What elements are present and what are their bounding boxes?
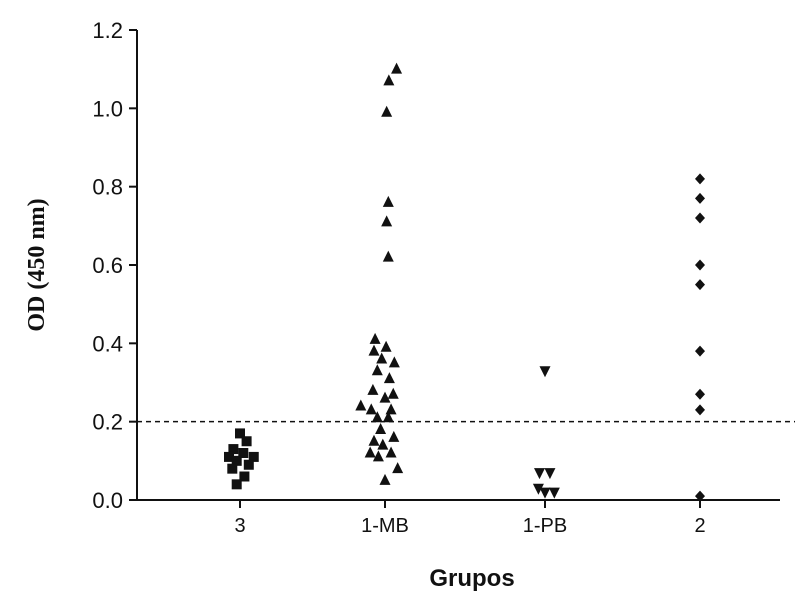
data-point-1-PB xyxy=(532,483,544,495)
y-tick-label: 0.2 xyxy=(92,410,123,435)
data-points xyxy=(224,62,705,502)
data-point-3 xyxy=(239,471,250,482)
data-point-1-MB xyxy=(382,250,394,262)
data-point-1-MB xyxy=(365,403,377,415)
data-point-3 xyxy=(243,459,254,470)
data-point-1-MB xyxy=(388,356,400,368)
data-point-1-MB xyxy=(383,74,395,86)
x-tick-label: 3 xyxy=(234,515,245,537)
x-ticks: 3 1-MB 1-PB 2 xyxy=(234,500,706,537)
data-point-1-MB xyxy=(377,438,389,450)
data-point-2 xyxy=(695,279,705,291)
data-point-3 xyxy=(231,455,242,466)
data-point-1-PB xyxy=(548,487,560,499)
data-point-1-MB xyxy=(381,215,393,227)
data-point-3 xyxy=(227,463,238,474)
data-point-3 xyxy=(241,436,252,447)
y-tick-label: 1.0 xyxy=(92,96,123,121)
data-point-2 xyxy=(695,490,705,502)
data-point-1-MB xyxy=(385,446,397,458)
x-tick-label: 1-MB xyxy=(361,515,409,537)
x-tick-label: 2 xyxy=(694,515,705,537)
data-point-1-MB xyxy=(392,462,404,474)
data-point-2 xyxy=(695,345,705,357)
data-point-2 xyxy=(695,388,705,400)
data-point-1-MB xyxy=(368,344,380,356)
data-point-1-MB xyxy=(376,352,388,364)
data-point-2 xyxy=(695,192,705,204)
data-point-1-MB xyxy=(368,434,380,446)
data-point-3 xyxy=(238,448,249,458)
data-point-3 xyxy=(224,451,234,462)
data-point-1-MB xyxy=(375,423,387,434)
y-tick-label: 0.6 xyxy=(92,253,123,278)
data-point-1-MB xyxy=(379,473,391,485)
data-point-1-MB xyxy=(371,411,383,423)
data-point-1-MB xyxy=(355,399,367,411)
y-tick-label: 0.4 xyxy=(92,331,123,356)
data-point-1-MB xyxy=(371,364,383,376)
data-point-1-PB xyxy=(544,468,556,480)
data-point-2 xyxy=(695,404,705,416)
y-tick-label: 1.2 xyxy=(92,18,123,43)
y-axis-title: OD (450 nm) xyxy=(24,198,50,331)
data-point-3 xyxy=(228,444,239,455)
data-point-1-MB xyxy=(382,195,394,207)
data-point-1-MB xyxy=(364,446,376,458)
data-point-3 xyxy=(248,451,259,462)
data-point-1-MB xyxy=(372,450,384,462)
data-point-1-MB xyxy=(380,340,392,352)
y-tick-label: 0.8 xyxy=(92,175,123,200)
data-point-1-PB xyxy=(534,468,545,480)
data-point-2 xyxy=(695,259,705,271)
data-point-1-MB xyxy=(388,430,400,442)
data-point-1-PB xyxy=(539,366,551,378)
data-point-1-MB xyxy=(382,411,394,423)
data-point-1-MB xyxy=(387,387,399,399)
data-point-2 xyxy=(695,173,705,185)
x-axis-title: Grupos xyxy=(429,565,514,592)
y-tick-label: 0.0 xyxy=(92,488,123,513)
data-point-2 xyxy=(695,212,705,224)
data-point-1-MB xyxy=(391,62,403,74)
data-point-1-MB xyxy=(367,383,379,395)
data-point-1-PB xyxy=(539,487,551,499)
data-point-1-MB xyxy=(369,332,381,344)
data-point-1-MB xyxy=(381,105,393,117)
data-point-1-MB xyxy=(379,391,391,403)
data-point-1-MB xyxy=(385,403,397,415)
data-point-3 xyxy=(235,428,245,439)
y-ticks: 0.0 0.2 0.4 0.6 0.8 1.0 1.2 xyxy=(92,18,137,513)
x-tick-label: 1-PB xyxy=(523,515,567,537)
data-point-3 xyxy=(231,479,242,490)
data-point-1-MB xyxy=(383,372,395,384)
